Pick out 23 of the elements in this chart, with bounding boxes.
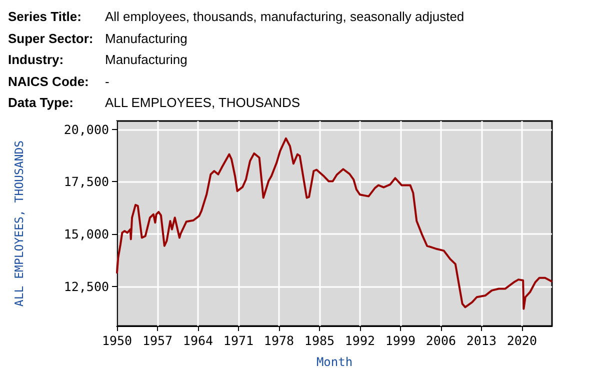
x-tick-label: 1950 bbox=[102, 333, 132, 348]
text: Industry: Manufacturing bbox=[8, 52, 188, 67]
x-tick-label: 1971 bbox=[223, 333, 254, 348]
text: Super Sector: Manufacturing bbox=[8, 30, 188, 48]
text: Series Title: All employees, thousands, manufacturing, seasonally adjusted bbox=[8, 9, 464, 24]
y-tick-label: 17,500 bbox=[64, 174, 109, 190]
x-tick-label: 2006 bbox=[426, 333, 456, 348]
x-tick-label: 2013 bbox=[466, 333, 496, 348]
y-tick-label: 20,000 bbox=[64, 122, 109, 137]
x-tick-label: 1992 bbox=[344, 333, 376, 348]
x-tick-label: 1985 bbox=[304, 333, 335, 348]
x-tick-label: 2020 bbox=[506, 333, 537, 348]
y-axis-title: ALL EMPLOYEES, THOUSANDS bbox=[12, 140, 26, 307]
text: Data Type: ALL EMPLOYEES, THOUSANDS bbox=[8, 95, 300, 110]
y-tick-label: 15,000 bbox=[64, 226, 109, 242]
x-axis-title: Month bbox=[316, 355, 353, 369]
y-tick-label: 12,500 bbox=[64, 278, 109, 294]
x-tick-label: 1957 bbox=[142, 333, 173, 348]
x-tick-label: 1978 bbox=[264, 333, 294, 348]
line-series bbox=[116, 137, 552, 310]
text: NAICS Code: - bbox=[8, 74, 110, 88]
x-tick-label: 1999 bbox=[385, 333, 416, 348]
x-tick-label: 1964 bbox=[182, 333, 214, 348]
